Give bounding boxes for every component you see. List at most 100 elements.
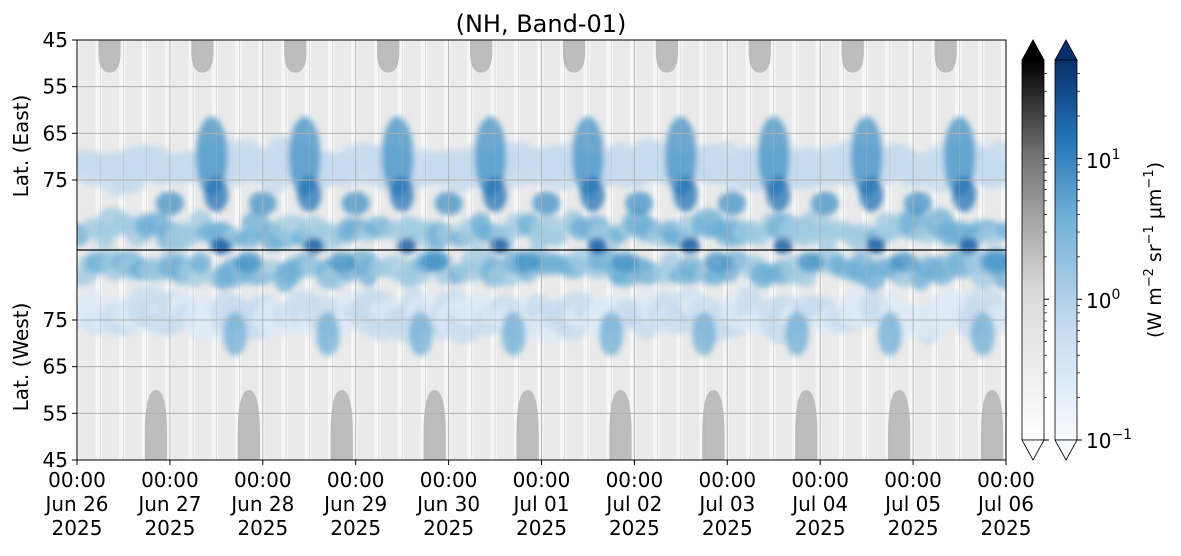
radiance-patch (892, 267, 914, 288)
colorbar-blue-extend-top (1054, 39, 1078, 61)
y-tick-label: 55 (43, 401, 68, 425)
radiance-patch (489, 238, 510, 254)
radiance-patch (796, 252, 825, 272)
radiance-patch (984, 139, 1006, 183)
radiance-patch (288, 116, 321, 197)
colorbar-blue-extend-bottom (1054, 439, 1078, 461)
x-tick-label: 00:00 Jun 30 2025 (415, 468, 480, 540)
x-tick-label: 00:00 Jul 06 2025 (976, 468, 1035, 540)
x-tick-label: 00:00 Jul 05 2025 (883, 468, 942, 540)
colorbar-blue (1054, 39, 1082, 461)
y-tick-label: 65 (43, 355, 68, 379)
y-tick-label: 55 (43, 75, 68, 99)
colorbar-gray-extend-top (1021, 39, 1045, 61)
x-tick-label: 00:00 Jul 01 2025 (512, 468, 571, 540)
radiance-patch (501, 312, 526, 356)
radiance-patch (859, 176, 884, 212)
radiance-patch (903, 191, 932, 216)
y-tick-label: 45 (43, 448, 68, 472)
radiance-patch (474, 116, 507, 197)
colorbar-tick-label-10-0: 100 (1086, 287, 1120, 313)
radiance-patch (611, 252, 640, 272)
radiance-patch (327, 252, 356, 272)
x-tick-label: 00:00 Jun 28 2025 (229, 468, 294, 540)
radiance-patch (810, 191, 839, 216)
radiance-patch (952, 176, 977, 212)
colorbar-gray (1021, 39, 1049, 461)
y-ticks: 45 55 65 75 75 65 55 45 (43, 28, 77, 472)
radiance-patch (545, 230, 568, 247)
x-ticks: 00:00 Jun 26 2025 00:00 Jun 27 2025 00:00 Jun 2… (43, 460, 1035, 540)
x-tick-label: 00:00 Jul 03 2025 (697, 468, 756, 540)
daylight-lobe-bottom (237, 390, 261, 460)
radiance-patch (381, 116, 414, 197)
daylight-lobe-top (377, 40, 400, 73)
colorbar-gray-extend-bottom (1021, 439, 1045, 461)
daylight-lobe-top (191, 40, 214, 73)
colorbar-blue-body (1054, 59, 1078, 441)
daylight-lobe-top (562, 40, 586, 73)
radiance-patch (625, 191, 654, 216)
daylight-lobe-top (655, 40, 679, 73)
y-axis-label-west: Lat. (West) (9, 303, 33, 412)
colorbar-tick-label-10-1: 101 (1086, 147, 1120, 173)
x-tick-label: 00:00 Jun 29 2025 (322, 468, 387, 540)
daylight-lobe-bottom (888, 390, 911, 460)
radiance-patch (889, 252, 918, 272)
colorbar-tick-label-10-minus1: 10−1 (1086, 427, 1132, 453)
radiance-patch (673, 176, 698, 212)
colorbar-label: (W m−2 sr−1 μm−1) (1142, 162, 1166, 338)
radiance-patch (222, 312, 247, 356)
daylight-lobe-top (469, 40, 493, 73)
plot-area (77, 40, 1006, 460)
daylight-lobe-top (748, 40, 771, 73)
y-axis-label-east: Lat. (East) (9, 95, 33, 198)
radiance-patch (958, 238, 979, 254)
y-tick-label: 65 (43, 121, 68, 145)
radiance-patch (210, 238, 231, 254)
daylight-lobe-bottom (144, 390, 168, 460)
radiance-patch (195, 116, 228, 197)
x-tick-label: 00:00 Jun 27 2025 (136, 468, 201, 540)
chart-title: (NH, Band-01) (456, 10, 627, 38)
daylight-lobe-bottom (516, 390, 539, 460)
radiance-patch (188, 252, 212, 274)
radiance-patch (717, 191, 746, 216)
daylight-lobe-bottom (795, 390, 818, 460)
radiance-patch (704, 252, 733, 272)
radiance-patch (532, 191, 561, 216)
daylight-lobe-bottom (980, 390, 1004, 460)
daylight-lobe-layer (98, 40, 1004, 460)
y-tick-label: 75 (43, 308, 68, 332)
daylight-lobe-bottom (702, 390, 725, 460)
daylight-lobe-top (284, 40, 307, 73)
y-tick-label: 75 (43, 168, 68, 192)
radiance-patch (996, 221, 1006, 240)
colorbar-gray-body (1021, 59, 1045, 441)
y-tick-label: 45 (43, 28, 68, 52)
radiance-patch (587, 238, 608, 254)
radiance-patch (420, 252, 449, 272)
radiance-patch (773, 238, 794, 254)
x-tick-label: 00:00 Jul 02 2025 (604, 468, 663, 540)
radiance-patch (680, 238, 701, 254)
radiance-patch (982, 252, 1006, 272)
radiance-patch (408, 312, 433, 356)
radiance-patch (660, 252, 683, 273)
daylight-lobe-top (98, 40, 121, 73)
radiance-patch (766, 176, 791, 212)
radiance-patch (865, 238, 886, 254)
radiance-patch (234, 252, 263, 272)
daylight-lobe-top (841, 40, 864, 73)
radiance-patch (580, 176, 605, 212)
radiance-blue-layer (77, 116, 1006, 356)
radiance-patch (396, 238, 417, 254)
x-tick-label: 00:00 Jun 26 2025 (43, 468, 108, 540)
x-tick-label: 00:00 Jul 04 2025 (790, 468, 849, 540)
daylight-lobe-top (934, 40, 957, 73)
daylight-lobe-bottom (609, 390, 632, 460)
radiance-patch (315, 312, 340, 356)
daylight-lobe-bottom (423, 390, 446, 460)
daylight-lobe-bottom (330, 390, 353, 460)
